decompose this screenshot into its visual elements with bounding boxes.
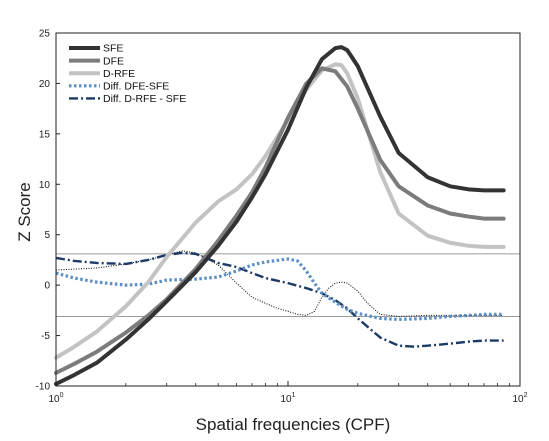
- series-line-4: [55, 251, 504, 348]
- y-tick-label-3: 5: [44, 230, 50, 241]
- reference-lines: [56, 253, 520, 317]
- legend-label-2: D-RFE: [103, 68, 135, 80]
- y-tick-label-7: 25: [39, 29, 51, 40]
- legend-label-4: Diff. D-RFE - SFE: [103, 93, 186, 105]
- x-tick-label-0: 100: [48, 392, 63, 405]
- series-line-3: [55, 257, 504, 322]
- legend-label-3: Diff. DFE-SFE: [103, 81, 169, 93]
- x-tick-label-1: 101: [280, 392, 295, 405]
- series-line-0: [54, 45, 506, 386]
- y-tick-label-4: 10: [39, 180, 51, 191]
- y-tick-label-5: 15: [39, 129, 51, 140]
- x-axis-title: Spatial frequencies (CPF): [196, 415, 391, 434]
- legend-label-0: SFE: [103, 43, 123, 55]
- y-tick-label-1: -5: [41, 331, 50, 342]
- series-layer: [54, 45, 506, 386]
- y-tick-label-6: 20: [39, 79, 51, 90]
- y-axis-title: Z Score: [15, 182, 34, 242]
- y-tick-label-2: 0: [44, 281, 50, 292]
- axes-layer: -10 -5 0 5 10 15 20 25 100 101 102: [36, 29, 528, 406]
- series-line-1: [54, 66, 506, 375]
- x-tick-label-2: 102: [512, 392, 527, 405]
- y-tick-label-0: -10: [36, 382, 51, 393]
- legend-label-1: DFE: [103, 55, 124, 67]
